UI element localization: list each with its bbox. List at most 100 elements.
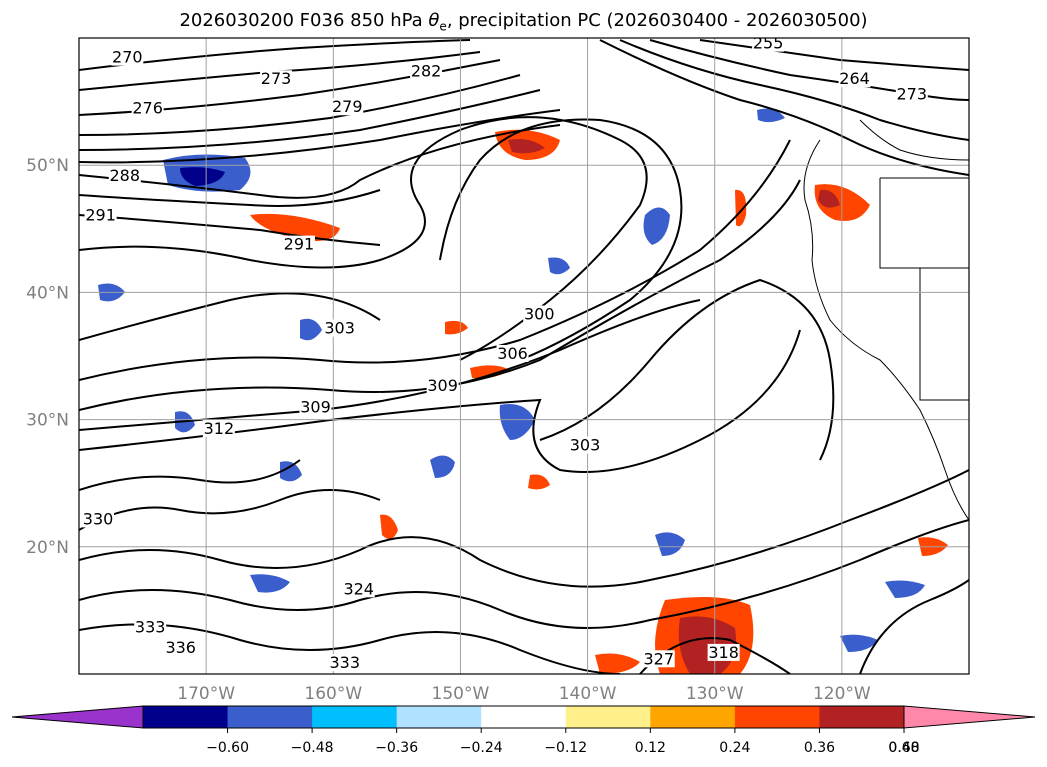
contour-line xyxy=(79,299,701,431)
colorbar-tick-label: −0.36 xyxy=(375,740,418,756)
contour-label: 318 xyxy=(708,643,739,662)
contour-label: 273 xyxy=(261,69,292,88)
contour-label-background xyxy=(202,420,235,438)
contour-label-background xyxy=(328,654,361,672)
precip-blob xyxy=(885,580,925,598)
contour-label-background xyxy=(707,643,740,661)
contour-label: 330 xyxy=(83,509,114,528)
title-prefix: 2026030200 F036 850 hPa xyxy=(179,10,429,31)
contour-line xyxy=(79,124,561,199)
contour-label: 270 xyxy=(112,48,143,67)
contour-label-layer: 270 273 282 276 279 288 291 291 255 264 273 303 300 3… xyxy=(82,34,928,672)
contour-line xyxy=(439,118,683,361)
colorbar-tick-label: −0.24 xyxy=(460,740,503,756)
colorbar-segment xyxy=(734,706,820,728)
contour-label: 336 xyxy=(165,638,196,657)
precip-blob xyxy=(508,139,545,154)
contour-label-background xyxy=(108,166,141,184)
latitude-tick-label: 30°N xyxy=(26,411,69,431)
contour-line xyxy=(599,39,969,176)
contour-label: 282 xyxy=(411,62,442,81)
title-subscript: e xyxy=(439,19,447,34)
contour-label-background xyxy=(323,319,356,337)
contour-label: 324 xyxy=(343,579,374,598)
coastline xyxy=(879,178,969,269)
colorbar-tick-label: 0.48 xyxy=(888,740,919,756)
contour-line xyxy=(79,329,801,473)
colorbar-frame xyxy=(142,705,905,729)
colorbar: −0.60 −0.48 −0.36 −0.24 −0.12 0.12 0.24 0.36 0.4… xyxy=(11,705,1036,756)
latitude-labels: 50°N 40°N 30°N 20°N xyxy=(26,156,69,558)
contour-label: 333 xyxy=(329,653,360,672)
longitude-tick-label: 170°W xyxy=(177,684,235,704)
contour-label-background xyxy=(496,345,529,362)
longitude-tick-label: 130°W xyxy=(686,684,744,704)
contour-label-background xyxy=(752,38,785,52)
coastline xyxy=(919,268,969,401)
colorbar-segment xyxy=(143,706,229,728)
title-suffix: , precipitation PC (2026030400 - 2026030… xyxy=(446,10,868,31)
contour-line xyxy=(79,489,381,531)
colorbar-tick-label: 0.12 xyxy=(635,740,666,756)
contour-label-background xyxy=(84,206,117,224)
contour-label: 309 xyxy=(300,397,331,416)
contour-label-background xyxy=(642,650,675,668)
precip-blob xyxy=(655,532,685,556)
colorbar-tick-label: 0.24 xyxy=(719,740,750,756)
precip-blob xyxy=(595,653,640,674)
contour-label-background xyxy=(895,85,928,103)
contour-label: 327 xyxy=(643,649,674,668)
contour-line xyxy=(79,74,521,136)
latitude-tick-label: 20°N xyxy=(26,538,69,558)
contour-label: 291 xyxy=(284,235,315,254)
precip-blob xyxy=(818,189,840,208)
contour-label: 273 xyxy=(897,85,928,104)
contour-label-background xyxy=(569,436,602,454)
contour-line xyxy=(79,292,381,341)
colorbar-segment xyxy=(312,706,398,728)
longitude-labels: 170°W 160°W 150°W 140°W 130°W 120°W xyxy=(177,684,871,704)
colorbar-segment xyxy=(650,706,736,728)
contour-label-background xyxy=(342,580,375,598)
precip-blob xyxy=(280,461,302,482)
colorbar-tick-label: 0.36 xyxy=(804,740,835,756)
longitude-tick-label: 120°W xyxy=(813,684,871,704)
contour-label-background xyxy=(134,618,167,636)
contour-label: 309 xyxy=(427,376,458,395)
contour-label-background xyxy=(282,235,315,253)
contour-line xyxy=(79,139,791,381)
contour-label: 264 xyxy=(839,69,870,88)
contour-line xyxy=(79,459,301,491)
precip-blob xyxy=(250,574,290,593)
contour-line xyxy=(79,519,969,629)
precip-blob xyxy=(250,213,340,242)
contour-label: 312 xyxy=(204,419,235,438)
colorbar-segment xyxy=(819,706,905,728)
colorbar-tick-label: 0.60 xyxy=(888,740,919,756)
contour-label: 333 xyxy=(135,617,166,636)
contour-label-background xyxy=(838,70,871,88)
contour-label: 303 xyxy=(324,319,355,338)
contour-label-background xyxy=(523,305,556,323)
precip-blob xyxy=(180,167,225,186)
contour-label-background xyxy=(82,510,115,528)
colorbar-extend-max xyxy=(903,705,1036,729)
contour-label-background xyxy=(164,638,197,656)
contour-line xyxy=(539,278,835,461)
coastline xyxy=(803,139,969,521)
coastlines xyxy=(803,119,969,521)
contour-label: 291 xyxy=(85,205,116,224)
contour-line xyxy=(79,39,471,71)
contour-line xyxy=(79,189,381,207)
precip-blob xyxy=(528,474,550,490)
latitude-tick-label: 50°N xyxy=(26,156,69,176)
precip-blob xyxy=(445,320,468,335)
map-frame xyxy=(78,37,970,675)
contour-label-background xyxy=(299,398,332,416)
contour-label: 276 xyxy=(132,99,163,118)
contour-label: 255 xyxy=(753,34,784,53)
colorbar-tick-label: −0.12 xyxy=(544,740,587,756)
map-plot-area: 270 273 282 276 279 288 291 291 255 264 273 303 300 3… xyxy=(79,34,969,674)
precip-blob xyxy=(499,404,535,440)
